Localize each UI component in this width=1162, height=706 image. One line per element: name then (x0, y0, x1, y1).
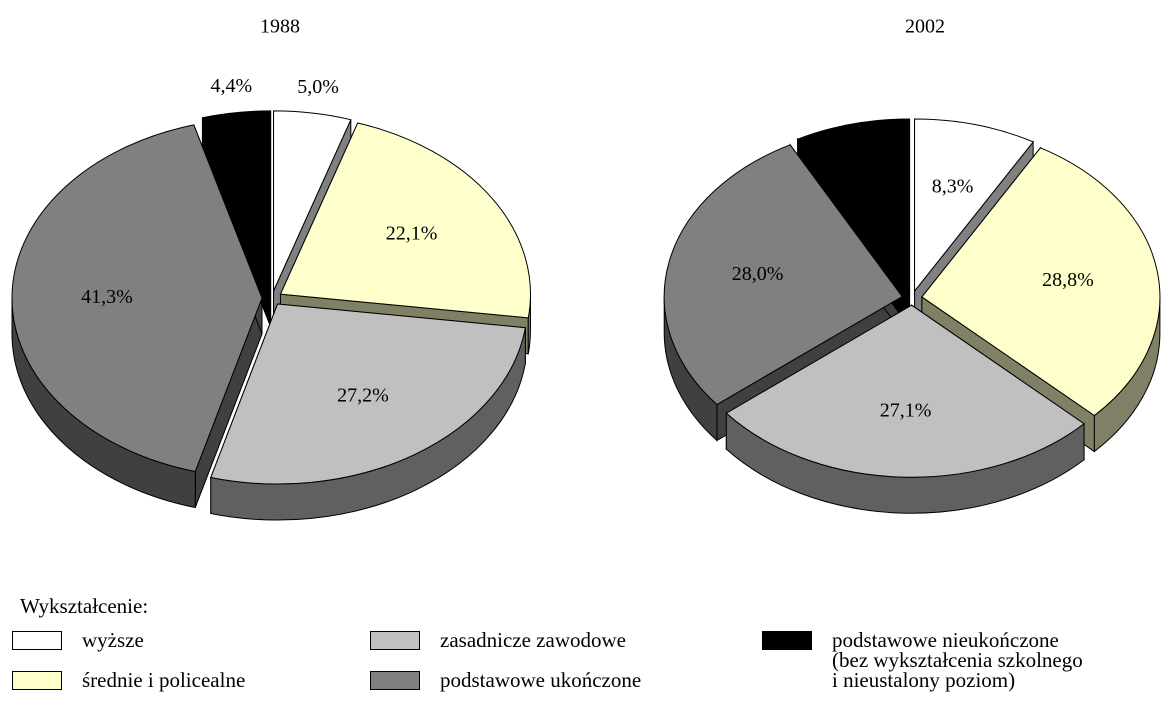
legend-label: wyższe (82, 628, 144, 652)
slice (210, 303, 526, 485)
data-label: 7,8% (853, 175, 895, 197)
legend-label: podstawowe ukończone (440, 668, 642, 692)
slice (201, 110, 272, 292)
slice (11, 124, 263, 473)
data-label: 4,4% (211, 75, 253, 97)
slice (796, 118, 911, 293)
data-label: 27,2% (337, 385, 389, 407)
data-label: 27,1% (880, 399, 932, 421)
legend-swatch (370, 671, 420, 690)
data-label: 8,3% (932, 176, 974, 198)
slice (273, 110, 352, 292)
chart-title: 1988 (260, 16, 300, 38)
legend-swatch (370, 631, 420, 650)
legend-label: zasadnicze zawodowe (440, 628, 626, 652)
slice (914, 118, 1034, 293)
slice (663, 144, 903, 406)
data-label: 28,8% (1042, 269, 1094, 291)
chart: 1988 5,0% 22,1% 27,2% 41,3% 4,4% 2002 8,3% 28,8%… (11, 16, 1161, 521)
slice (725, 304, 1085, 478)
data-label: 28,0% (732, 263, 784, 285)
legend-swatch (12, 671, 62, 690)
legend-label: podstawowe nieukończone (bez wykształcen… (832, 628, 1083, 692)
legend-swatch (762, 631, 812, 650)
legend-swatch (12, 631, 62, 650)
data-label: 41,3% (81, 286, 133, 308)
legend-label: średnie i policealne (82, 668, 246, 692)
slice (279, 122, 531, 319)
chart-title: 2002 (905, 16, 945, 38)
legend-title: Wykształcenie: (20, 594, 149, 618)
slice (921, 147, 1161, 417)
data-label: 22,1% (386, 222, 438, 244)
data-label: 5,0% (297, 76, 339, 98)
